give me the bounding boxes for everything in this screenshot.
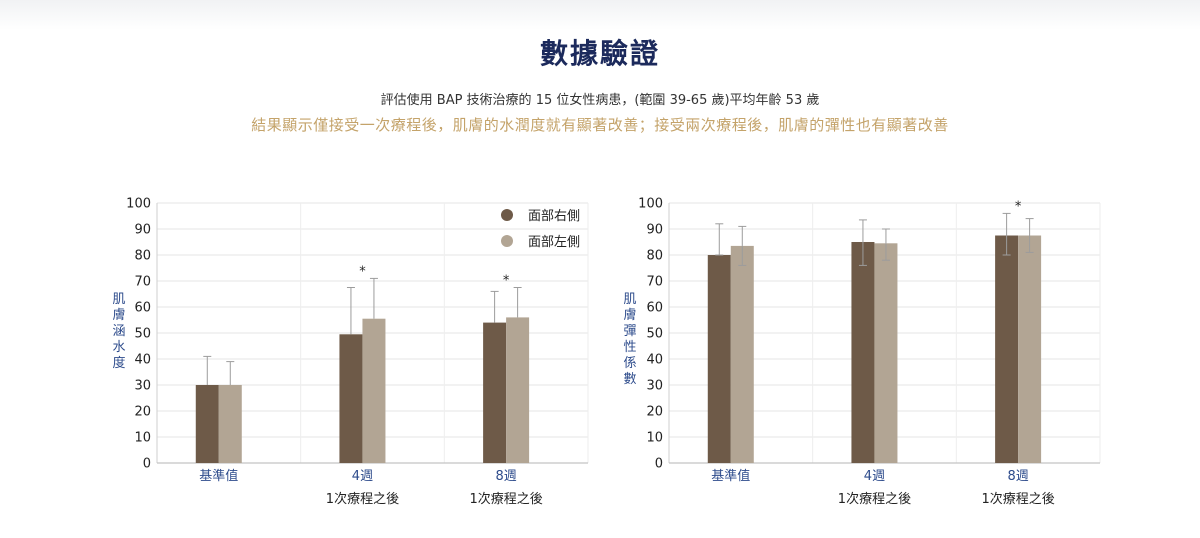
- elasticity-y-tick-label: 60: [646, 301, 663, 316]
- elasticity-category-label: 8週: [1007, 469, 1028, 484]
- hydration-category-label: 基準值: [199, 468, 238, 484]
- hydration-y-tick-label: 20: [134, 405, 151, 420]
- hydration-bar: [362, 318, 386, 463]
- elasticity-y-tick-label: 100: [638, 197, 663, 212]
- hydration-y-tick-label: 30: [134, 379, 151, 394]
- elasticity-y-tick-label: 70: [646, 275, 663, 290]
- hydration-legend-label: 面部右側: [528, 209, 580, 224]
- hydration-legend-marker: [501, 209, 513, 221]
- hydration-y-tick-label: 40: [134, 353, 151, 368]
- hydration-category-label: 4週: [352, 469, 373, 484]
- elasticity-bar: [995, 235, 1019, 463]
- hydration-y-tick-label: 80: [134, 249, 151, 264]
- hydration-legend-label: 面部左側: [528, 235, 580, 250]
- elasticity-significance-marker: *: [1015, 199, 1022, 214]
- elasticity-category-label: 4週: [864, 469, 885, 484]
- hydration-y-tick-label: 60: [134, 301, 151, 316]
- hydration-y-tick-label: 50: [134, 327, 151, 342]
- hydration-y-tick-label: 100: [126, 197, 151, 212]
- elasticity-y-tick-label: 90: [646, 223, 663, 238]
- hydration-y-tick-label: 70: [134, 275, 151, 290]
- hydration-y-tick-label: 0: [143, 457, 151, 472]
- hydration-bar: [195, 385, 219, 463]
- elasticity-bar: [1018, 235, 1042, 463]
- hydration-bar: [339, 334, 363, 463]
- page-title: 數據驗證: [539, 37, 660, 70]
- elasticity-bar: [851, 242, 875, 463]
- hydration-category-label: 8週: [495, 469, 516, 484]
- hydration-bar: [218, 385, 242, 463]
- hydration-y-tick-label: 10: [134, 431, 151, 446]
- elasticity-category-label: 基準值: [711, 468, 750, 484]
- elasticity-y-tick-label: 10: [646, 431, 663, 446]
- hydration-significance-marker: *: [359, 264, 366, 279]
- hydration-chart: 1009080706050403020100基準值*4週1次療程之後*8週1次療…: [126, 197, 589, 507]
- elasticity-y-tick-label: 30: [646, 379, 663, 394]
- hydration-category-sublabel: 1次療程之後: [469, 491, 542, 507]
- elasticity-bar: [730, 245, 754, 463]
- elasticity-bar: [707, 255, 731, 463]
- hydration-legend-marker: [501, 235, 513, 247]
- elasticity-category-sublabel: 1次療程之後: [981, 491, 1054, 507]
- top-background-band: [0, 0, 1200, 30]
- hydration-bar: [506, 317, 530, 463]
- elasticity-bar: [874, 243, 898, 463]
- elasticity-y-tick-label: 0: [655, 457, 663, 472]
- results-summary: 結果顯示僅接受一次療程後，肌膚的水潤度就有顯著改善；接受兩次療程後，肌膚的彈性也…: [251, 116, 949, 134]
- elasticity-y-tick-label: 80: [646, 249, 663, 264]
- hydration-category-sublabel: 1次療程之後: [326, 491, 399, 507]
- y-axis-label-elasticity: 肌膚彈性係數: [623, 292, 637, 387]
- study-description: 評估使用 BAP 技術治療的 15 位女性病患，(範圍 39-65 歲)平均年齡…: [380, 93, 820, 108]
- hydration-significance-marker: *: [503, 274, 510, 289]
- y-axis-label-hydration: 肌膚涵水度: [112, 292, 126, 371]
- hydration-bar: [483, 322, 507, 463]
- elasticity-y-tick-label: 40: [646, 353, 663, 368]
- hydration-y-tick-label: 90: [134, 223, 151, 238]
- elasticity-y-tick-label: 20: [646, 405, 663, 420]
- elasticity-category-sublabel: 1次療程之後: [838, 491, 911, 507]
- elasticity-y-tick-label: 50: [646, 327, 663, 342]
